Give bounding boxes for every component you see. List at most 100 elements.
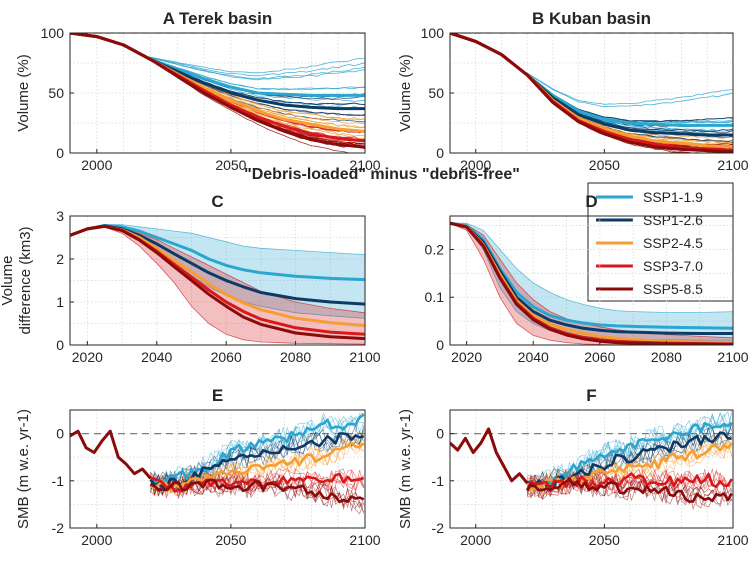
y-axis-label: difference (km3) (17, 226, 34, 334)
x-tick-label: 2080 (280, 349, 311, 365)
x-tick-label: 2100 (349, 349, 380, 365)
y-tick-label: 0.2 (425, 241, 445, 257)
member-line-SSP1-2.6 (501, 54, 733, 128)
x-tick-label: 2060 (584, 349, 615, 365)
legend-label: SSP2-4.5 (643, 235, 703, 251)
y-tick-label: 2 (56, 251, 64, 267)
x-tick-label: 2080 (651, 349, 682, 365)
plot-area (450, 33, 733, 153)
panel-title-E: E (212, 386, 223, 405)
member-line-SSP1-2.6 (150, 424, 364, 496)
plot-area (70, 33, 365, 153)
series-line-SSP1-2.6 (526, 431, 732, 488)
legend: SSP1-1.9 SSP1-2.6 SSP2-4.5 SSP3-7.0 SSP5-8.5 (587, 182, 734, 302)
y-tick-label: -2 (432, 520, 445, 536)
history-line (70, 429, 152, 480)
member-line-SSP1-1.9 (501, 54, 733, 123)
x-tick-label: 2100 (717, 349, 748, 365)
member-line-SSP5-8.5 (526, 473, 733, 508)
series-line-SSP5-8.5 (526, 477, 733, 503)
y-axis-label: SMB (m w.e. yr-1) (15, 409, 32, 529)
series-line-SSP5-8.5 (70, 224, 365, 341)
y-tick-label: 50 (428, 85, 444, 101)
y-tick-label: -1 (432, 473, 445, 489)
member-line-SSP3-7.0 (526, 469, 732, 498)
member-line-SSP1-1.9 (501, 54, 733, 105)
member-line-SSP1-1.9 (123, 44, 365, 77)
series-line-SSP1-1.9 (149, 413, 365, 489)
y-tick-label: 3 (56, 208, 64, 224)
x-tick-label: 2020 (72, 349, 103, 365)
axis-box (449, 215, 734, 346)
panel-F: 2000 2050 2100 -2 -1 0 F SMB (m w.e. yr-1) (397, 386, 749, 548)
series-line-SSP1-2.6 (149, 432, 365, 489)
series-line-SSP3-7.0 (526, 472, 733, 493)
x-tick-label: 2000 (460, 157, 491, 173)
band-SSP3-7.0 (70, 225, 365, 345)
panel-C: 2020 2040 2060 2080 2100 0 1 2 3 C Volume differenc… (0, 192, 381, 365)
x-tick-label: 2000 (81, 532, 112, 548)
y-axis-label: Volume (%) (15, 54, 32, 132)
panel-E: 2000 2050 2100 -2 -1 0 E SMB (m w.e. yr-1) (15, 386, 381, 548)
x-tick-label: 2100 (717, 157, 748, 173)
y-tick-label: 0 (436, 426, 444, 442)
axis-box (69, 409, 366, 529)
panel-B: 2000 2050 2100 0 50 100 B Kuban basin Volume (%… (397, 9, 749, 173)
y-tick-label: 0 (56, 337, 64, 353)
member-line-SSP1-1.9 (123, 44, 365, 81)
x-tick-label: 2050 (215, 532, 246, 548)
panel-A: 2000 2050 2100 0 50 100 A Terek basin Volume (%… (15, 9, 381, 173)
x-tick-label: 2050 (589, 157, 620, 173)
x-tick-label: 2050 (589, 532, 620, 548)
axis-box (69, 215, 366, 346)
figure-suptitle: "Debris-loaded" minus "debris-free" (244, 166, 520, 183)
y-axis-label: Volume (0, 255, 16, 305)
history-line (70, 33, 152, 61)
panel-title-D: D (585, 192, 597, 211)
y-tick-label: -2 (52, 520, 65, 536)
y-tick-label: 100 (41, 25, 65, 41)
y-axis-label: Volume (%) (397, 54, 414, 132)
plot-area (70, 412, 365, 515)
y-tick-label: 50 (48, 85, 64, 101)
member-line-SSP1-1.9 (501, 54, 733, 124)
member-line-SSP1-1.9 (123, 44, 365, 90)
x-tick-label: 2100 (717, 532, 748, 548)
member-line-SSP1-2.6 (501, 54, 733, 123)
x-tick-label: 2000 (81, 157, 112, 173)
series-line-SSP2-4.5 (149, 441, 365, 492)
y-tick-label: -1 (52, 473, 65, 489)
plot-area (70, 224, 365, 345)
member-line-SSP1-2.6 (501, 54, 733, 122)
y-tick-label: 0 (436, 337, 444, 353)
member-line-SSP1-1.9 (501, 54, 733, 108)
x-tick-label: 2050 (215, 157, 246, 173)
x-tick-label: 2020 (451, 349, 482, 365)
panel-title-B: B Kuban basin (532, 9, 651, 28)
x-tick-label: 2100 (349, 532, 380, 548)
y-tick-label: 0.1 (425, 289, 445, 305)
y-tick-label: 100 (421, 25, 445, 41)
legend-label: SSP5-8.5 (643, 281, 703, 297)
y-tick-label: 0 (56, 145, 64, 161)
member-line-SSP1-1.9 (123, 44, 365, 91)
y-axis-label: SMB (m w.e. yr-1) (397, 409, 414, 529)
legend-label: SSP1-1.9 (643, 189, 703, 205)
plot-area (450, 221, 733, 345)
panel-D: 2020 2040 2060 2080 2100 0 0.1 0.2 D (425, 192, 749, 365)
y-tick-label: 0 (56, 426, 64, 442)
member-line-SSP1-1.9 (123, 44, 365, 74)
x-tick-label: 2100 (349, 157, 380, 173)
series-line-SSP5-8.5 (450, 221, 733, 345)
y-tick-label: 1 (56, 294, 64, 310)
band-SSP1-1.9 (450, 222, 733, 341)
panel-title-C: C (211, 192, 223, 211)
history-line (450, 427, 529, 485)
plot-area (450, 410, 733, 511)
member-line-SSP1-1.9 (501, 54, 733, 124)
axis-box (449, 409, 734, 529)
history-line (450, 33, 529, 77)
panel-title-F: F (586, 386, 596, 405)
x-tick-label: 2060 (211, 349, 242, 365)
